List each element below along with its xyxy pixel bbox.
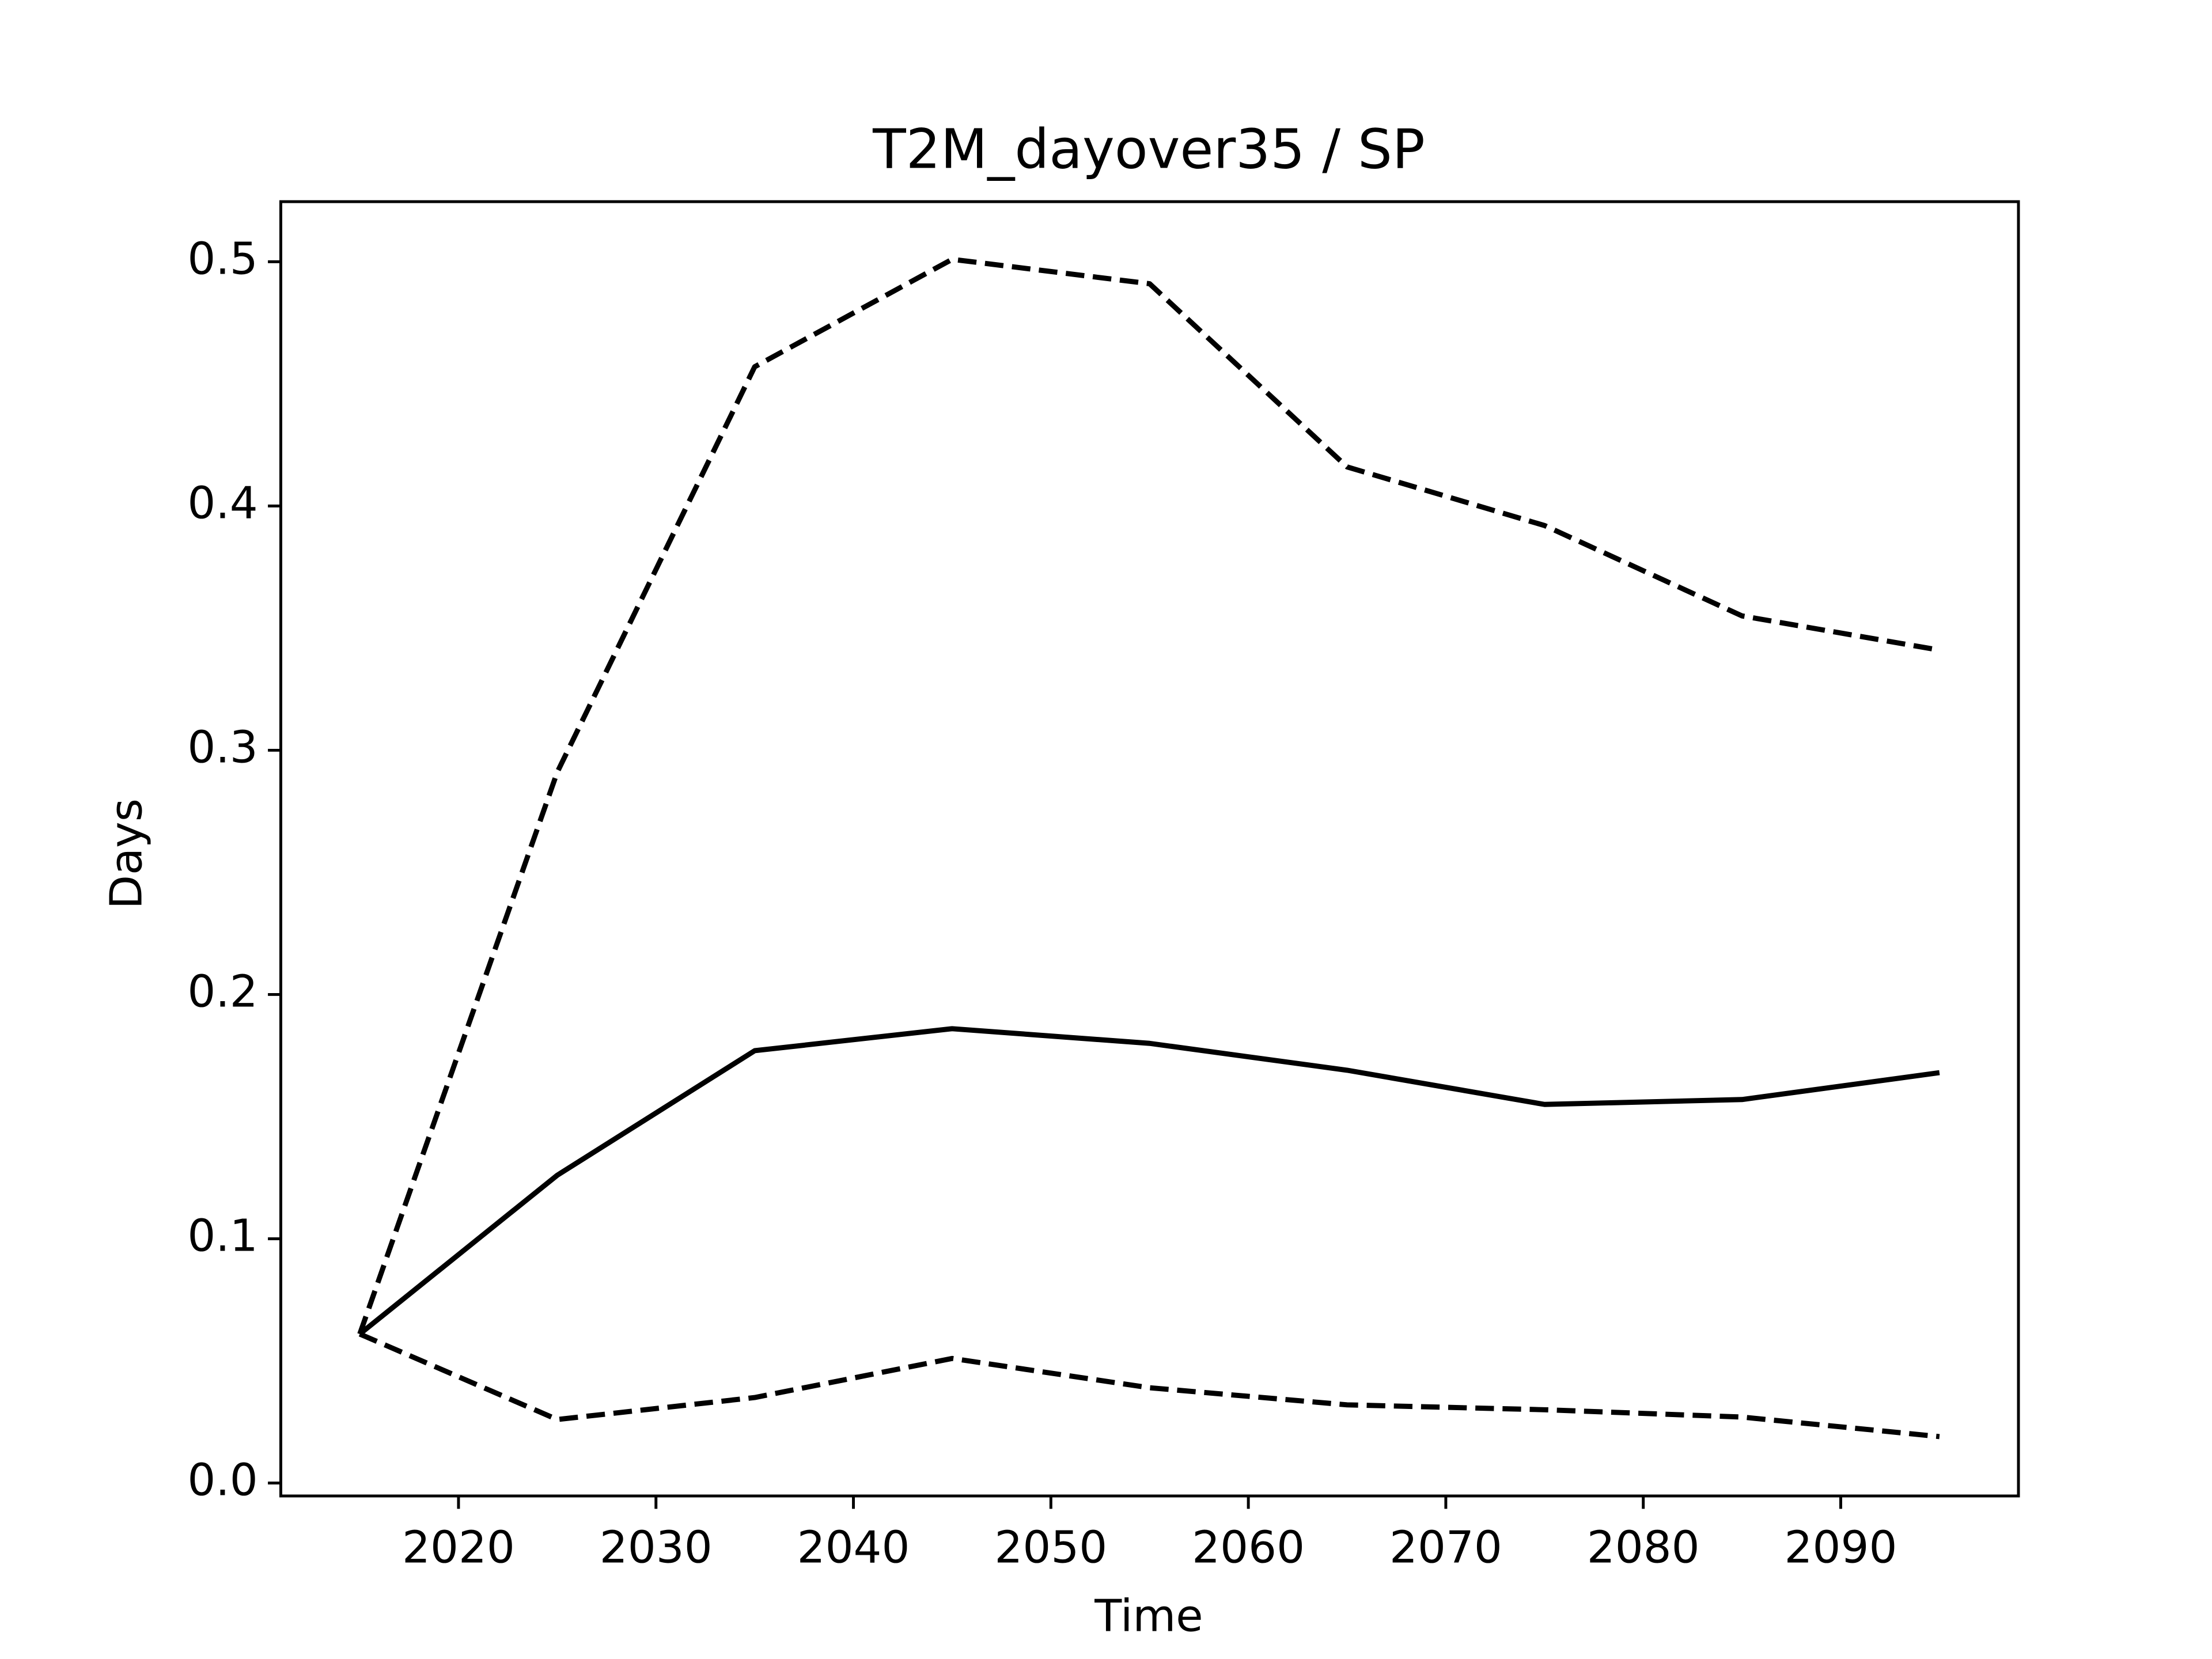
y-tick-label: 0.2 xyxy=(187,966,257,1017)
x-tick-label: 2070 xyxy=(1389,1522,1502,1573)
y-tick-label: 0.4 xyxy=(187,478,257,529)
series-line xyxy=(358,1331,1940,1440)
y-tick-label: 0.1 xyxy=(187,1210,257,1262)
series-line xyxy=(358,1026,1940,1336)
x-axis-label: Time xyxy=(1094,1590,1203,1642)
y-tick-label: 0.3 xyxy=(187,722,257,773)
plot-frame xyxy=(279,200,2020,1498)
x-tick-label: 2050 xyxy=(994,1522,1107,1573)
x-tick-label: 2040 xyxy=(797,1522,910,1573)
series-line xyxy=(357,256,1940,1335)
x-tick-label: 2030 xyxy=(600,1522,713,1573)
x-tick-label: 2080 xyxy=(1587,1522,1700,1573)
x-tick-label: 2090 xyxy=(1785,1522,1897,1573)
chart-title: T2M_dayover35 / SP xyxy=(872,118,1425,181)
x-tick-label: 2060 xyxy=(1192,1522,1305,1573)
x-tick-label: 2020 xyxy=(402,1522,515,1573)
y-tick-label: 0.0 xyxy=(187,1455,257,1506)
y-tick-label: 0.5 xyxy=(187,233,257,285)
y-axis-label: Days xyxy=(101,798,152,909)
